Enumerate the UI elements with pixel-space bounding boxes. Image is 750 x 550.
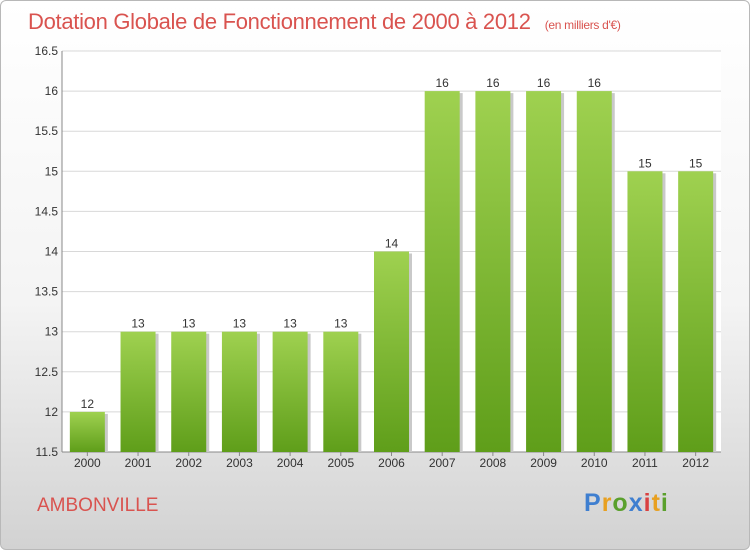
bar	[374, 251, 409, 452]
chart-title: Dotation Globale de Fonctionnement de 20…	[28, 9, 621, 35]
x-tick-label: 2004	[277, 456, 304, 470]
x-tick-label: 2012	[682, 456, 709, 470]
y-tick-label: 15.5	[35, 124, 59, 138]
x-tick-label: 2007	[429, 456, 456, 470]
y-tick-label: 16	[45, 84, 59, 98]
logo-letter: t	[651, 489, 661, 517]
commune-name: AMBONVILLE	[37, 495, 159, 516]
title-text: Dotation Globale de Fonctionnement de 20…	[28, 9, 531, 34]
y-tick-label: 12	[45, 405, 59, 419]
x-tick-label: 2010	[581, 456, 608, 470]
y-tick-label: 16.5	[35, 44, 59, 58]
bar	[120, 331, 156, 452]
bar	[627, 171, 663, 453]
bar	[526, 91, 562, 452]
bar	[424, 91, 460, 452]
data-label: 13	[233, 317, 247, 331]
data-label: 15	[638, 156, 652, 170]
bar	[323, 331, 359, 452]
units-label: (en milliers d'€)	[544, 18, 621, 32]
data-label: 13	[182, 317, 196, 331]
logo-letter: i	[643, 489, 652, 517]
x-tick-label: 2008	[480, 456, 507, 470]
y-tick-label: 11.5	[36, 445, 59, 459]
data-label: 12	[81, 397, 95, 411]
y-tick-label: 13	[45, 325, 59, 339]
bar	[272, 331, 308, 452]
x-tick-label: 2001	[125, 456, 152, 470]
data-label: 16	[436, 76, 450, 90]
x-tick-label: 2006	[378, 456, 405, 470]
data-label: 14	[385, 237, 399, 251]
data-label: 13	[283, 317, 297, 331]
y-tick-label: 13.5	[35, 285, 59, 299]
data-label: 15	[689, 156, 703, 170]
x-tick-label: 2011	[632, 456, 658, 470]
bar	[221, 331, 257, 452]
logo-letter: x	[628, 489, 644, 517]
logo-letter: P	[584, 489, 602, 517]
data-label: 13	[131, 317, 145, 331]
bar	[678, 171, 714, 453]
bar	[475, 91, 511, 452]
proxiti-logo: Proxiti	[584, 489, 669, 518]
data-label: 16	[486, 76, 500, 90]
data-label: 16	[537, 76, 551, 90]
y-tick-label: 14.5	[35, 204, 59, 218]
bar	[576, 91, 612, 452]
x-tick-label: 2003	[226, 456, 253, 470]
x-tick-label: 2002	[175, 456, 202, 470]
logo-letter: i	[660, 489, 669, 517]
bar	[69, 411, 105, 452]
logo-letter: o	[612, 489, 629, 517]
x-tick-label: 2009	[530, 456, 557, 470]
y-tick-label: 14	[45, 245, 59, 259]
y-tick-label: 15	[45, 164, 59, 178]
y-tick-label: 12.5	[35, 365, 59, 379]
x-tick-label: 2000	[74, 456, 101, 470]
data-label: 13	[334, 317, 348, 331]
bar	[171, 331, 207, 452]
x-tick-label: 2005	[327, 456, 354, 470]
data-label: 16	[588, 76, 602, 90]
logo-letter: r	[601, 489, 613, 517]
